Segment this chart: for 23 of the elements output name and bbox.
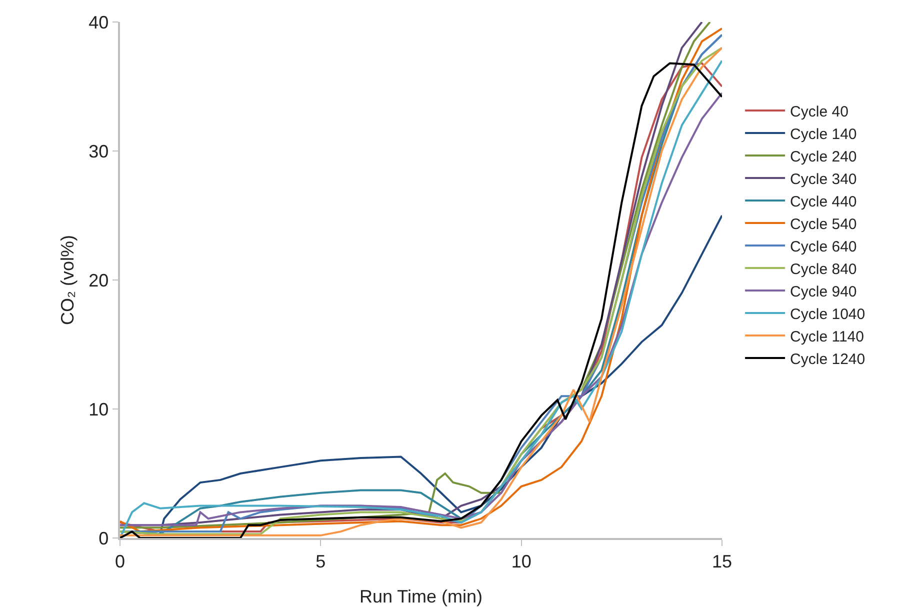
x-tick-label: 0 (114, 551, 126, 572)
legend-label: Cycle 340 (790, 170, 857, 188)
legend-label: Cycle 1040 (790, 306, 866, 323)
x-tick-label: 10 (511, 551, 532, 572)
legend-label: Cycle 440 (790, 193, 857, 210)
x-axis-title: Run Time (min) (359, 586, 483, 606)
legend-label: Cycle 140 (790, 126, 857, 143)
y-tick-label: 0 (98, 528, 109, 548)
x-tick-label: 5 (316, 551, 326, 572)
y-tick-label: 40 (88, 12, 109, 32)
y-tick-label: 30 (88, 141, 109, 162)
y-axis-title: CO₂ (vol%) (58, 235, 78, 325)
legend-label: Cycle 840 (790, 260, 857, 278)
x-tick-label: 15 (712, 551, 732, 572)
legend-label: Cycle 1140 (790, 328, 864, 346)
y-tick-label: 20 (88, 270, 109, 290)
legend-label: Cycle 540 (790, 216, 857, 233)
legend-label: Cycle 40 (790, 103, 848, 120)
legend-label: Cycle 1240 (790, 350, 866, 368)
legend-label: Cycle 640 (790, 238, 857, 256)
legend-label: Cycle 940 (790, 283, 857, 300)
legend-label: Cycle 240 (790, 148, 857, 166)
y-tick-label: 10 (88, 399, 109, 420)
